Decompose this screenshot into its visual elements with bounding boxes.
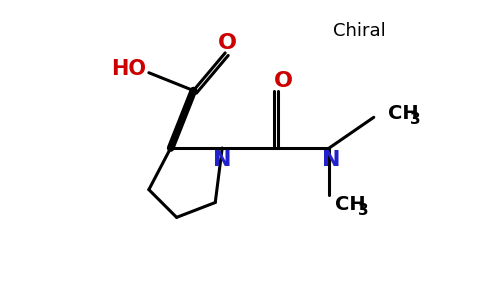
Text: 3: 3 xyxy=(358,203,368,218)
Text: O: O xyxy=(274,70,293,91)
Text: O: O xyxy=(218,33,237,53)
Text: 3: 3 xyxy=(410,112,421,127)
Text: CH: CH xyxy=(335,195,366,214)
Text: N: N xyxy=(322,150,340,170)
Text: CH: CH xyxy=(388,104,418,123)
Text: HO: HO xyxy=(111,59,147,79)
Text: N: N xyxy=(213,150,231,170)
Text: Chiral: Chiral xyxy=(333,22,385,40)
